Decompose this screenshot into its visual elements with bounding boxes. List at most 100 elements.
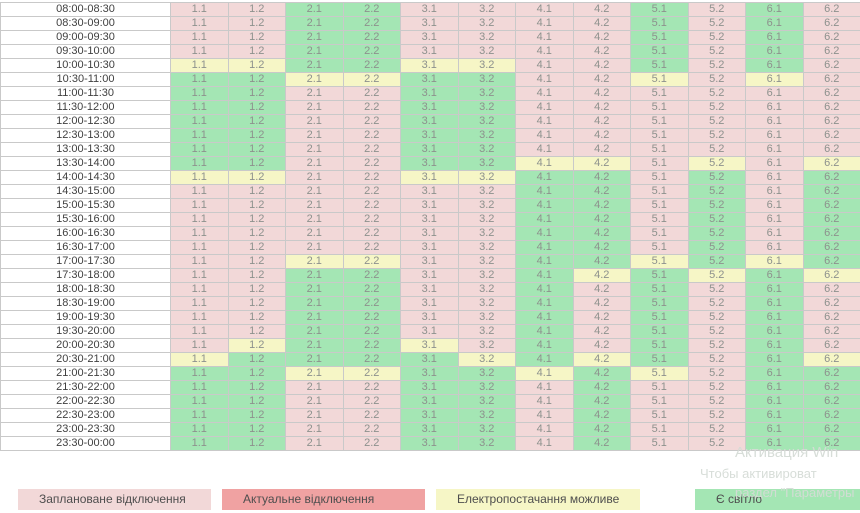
schedule-cell: 6.2 <box>802 268 860 283</box>
schedule-cell: 3.1 <box>400 2 459 17</box>
schedule-cell: 3.2 <box>457 254 516 269</box>
schedule-cell: 4.1 <box>515 338 574 353</box>
time-slot-label: 22:30-23:00 <box>0 408 171 423</box>
schedule-cell: 5.2 <box>687 268 746 283</box>
schedule-cell: 3.1 <box>400 114 459 129</box>
schedule-cell: 5.1 <box>630 394 689 409</box>
schedule-cell: 4.2 <box>572 142 631 157</box>
schedule-row: 16:30-17:00 1.1 1.2 2.1 2.2 3.1 3.2 4.1 4.2 5.1 5.… <box>0 240 860 255</box>
schedule-cell: 4.1 <box>515 226 574 241</box>
schedule-cell: 6.2 <box>802 240 860 255</box>
schedule-cell: 1.2 <box>227 226 286 241</box>
schedule-cell: 6.2 <box>802 408 860 423</box>
schedule-cell: 2.1 <box>285 2 344 17</box>
time-slot-label: 17:00-17:30 <box>0 254 171 269</box>
schedule-cell: 2.2 <box>342 310 401 325</box>
schedule-cell: 3.2 <box>457 394 516 409</box>
schedule-cell: 6.1 <box>745 100 804 115</box>
schedule-cell: 6.1 <box>745 380 804 395</box>
schedule-cell: 1.1 <box>170 72 229 87</box>
legend-bar: Заплановане відключення Актуальне відключ… <box>0 484 860 513</box>
schedule-cell: 3.2 <box>457 282 516 297</box>
schedule-cell: 5.2 <box>687 212 746 227</box>
schedule-cell: 3.1 <box>400 310 459 325</box>
schedule-row: 19:00-19:30 1.1 1.2 2.1 2.2 3.1 3.2 4.1 4.2 5.1 5.… <box>0 310 860 325</box>
schedule-cell: 3.2 <box>457 212 516 227</box>
schedule-cell: 5.1 <box>630 128 689 143</box>
schedule-cell: 3.2 <box>457 296 516 311</box>
schedule-cell: 4.1 <box>515 86 574 101</box>
schedule-cell: 3.2 <box>457 310 516 325</box>
schedule-cell: 2.2 <box>342 394 401 409</box>
schedule-cell: 2.1 <box>285 100 344 115</box>
time-slot-label: 13:00-13:30 <box>0 142 171 157</box>
schedule-cell: 3.1 <box>400 128 459 143</box>
schedule-row: 18:30-19:00 1.1 1.2 2.1 2.2 3.1 3.2 4.1 4.2 5.1 5.… <box>0 296 860 311</box>
schedule-cell: 2.1 <box>285 44 344 59</box>
schedule-cell: 3.1 <box>400 226 459 241</box>
schedule-cell: 6.2 <box>802 324 860 339</box>
schedule-cell: 1.1 <box>170 184 229 199</box>
schedule-cell: 3.2 <box>457 2 516 17</box>
schedule-cell: 6.1 <box>745 310 804 325</box>
schedule-cell: 2.2 <box>342 366 401 381</box>
schedule-cell: 2.2 <box>342 380 401 395</box>
schedule-row: 08:30-09:00 1.1 1.2 2.1 2.2 3.1 3.2 4.1 4.2 5.1 5.… <box>0 16 860 31</box>
legend-item-Y: Електропостачання можливе <box>436 489 640 510</box>
schedule-cell: 2.2 <box>342 16 401 31</box>
schedule-cell: 2.2 <box>342 142 401 157</box>
schedule-cell: 1.2 <box>227 254 286 269</box>
schedule-cell: 2.2 <box>342 72 401 87</box>
schedule-cell: 2.2 <box>342 268 401 283</box>
schedule-cell: 3.1 <box>400 282 459 297</box>
schedule-row: 22:30-23:00 1.1 1.2 2.1 2.2 3.1 3.2 4.1 4.2 5.1 5.… <box>0 408 860 423</box>
schedule-cell: 4.2 <box>572 100 631 115</box>
schedule-cell: 3.1 <box>400 58 459 73</box>
schedule-cell: 5.1 <box>630 408 689 423</box>
schedule-cell: 6.1 <box>745 422 804 437</box>
schedule-cell: 4.2 <box>572 352 631 367</box>
schedule-cell: 1.2 <box>227 268 286 283</box>
schedule-cell: 6.2 <box>802 170 860 185</box>
schedule-cell: 6.1 <box>745 128 804 143</box>
schedule-row: 17:30-18:00 1.1 1.2 2.1 2.2 3.1 3.2 4.1 4.2 5.1 5.… <box>0 268 860 283</box>
schedule-cell: 2.1 <box>285 324 344 339</box>
schedule-cell: 2.2 <box>342 184 401 199</box>
schedule-cell: 2.2 <box>342 436 401 451</box>
schedule-cell: 2.2 <box>342 212 401 227</box>
schedule-cell: 2.1 <box>285 394 344 409</box>
schedule-cell: 6.1 <box>745 324 804 339</box>
schedule-cell: 2.1 <box>285 198 344 213</box>
schedule-cell: 5.2 <box>687 282 746 297</box>
schedule-cell: 6.1 <box>745 352 804 367</box>
schedule-cell: 6.2 <box>802 436 860 451</box>
time-slot-label: 21:30-22:00 <box>0 380 171 395</box>
schedule-cell: 1.2 <box>227 310 286 325</box>
schedule-cell: 4.1 <box>515 282 574 297</box>
schedule-row: 22:00-22:30 1.1 1.2 2.1 2.2 3.1 3.2 4.1 4.2 5.1 5.… <box>0 394 860 409</box>
schedule-cell: 4.1 <box>515 366 574 381</box>
schedule-cell: 4.2 <box>572 114 631 129</box>
schedule-cell: 6.1 <box>745 212 804 227</box>
schedule-cell: 5.1 <box>630 30 689 45</box>
schedule-cell: 5.1 <box>630 226 689 241</box>
schedule-row: 09:00-09:30 1.1 1.2 2.1 2.2 3.1 3.2 4.1 4.2 5.1 5.… <box>0 30 860 45</box>
legend-item-label: Актуальне відключення <box>243 492 375 506</box>
schedule-cell: 2.2 <box>342 86 401 101</box>
schedule-cell: 4.1 <box>515 114 574 129</box>
schedule-cell: 6.1 <box>745 30 804 45</box>
schedule-row: 14:30-15:00 1.1 1.2 2.1 2.2 3.1 3.2 4.1 4.2 5.1 5.… <box>0 184 860 199</box>
schedule-cell: 5.2 <box>687 338 746 353</box>
schedule-cell: 2.2 <box>342 338 401 353</box>
schedule-cell: 6.2 <box>802 142 860 157</box>
schedule-cell: 3.1 <box>400 184 459 199</box>
schedule-cell: 4.1 <box>515 30 574 45</box>
schedule-cell: 5.1 <box>630 352 689 367</box>
schedule-cell: 5.1 <box>630 16 689 31</box>
time-slot-label: 17:30-18:00 <box>0 268 171 283</box>
schedule-cell: 1.1 <box>170 16 229 31</box>
schedule-cell: 5.1 <box>630 86 689 101</box>
schedule-cell: 2.2 <box>342 114 401 129</box>
time-slot-label: 18:30-19:00 <box>0 296 171 311</box>
schedule-cell: 4.2 <box>572 58 631 73</box>
